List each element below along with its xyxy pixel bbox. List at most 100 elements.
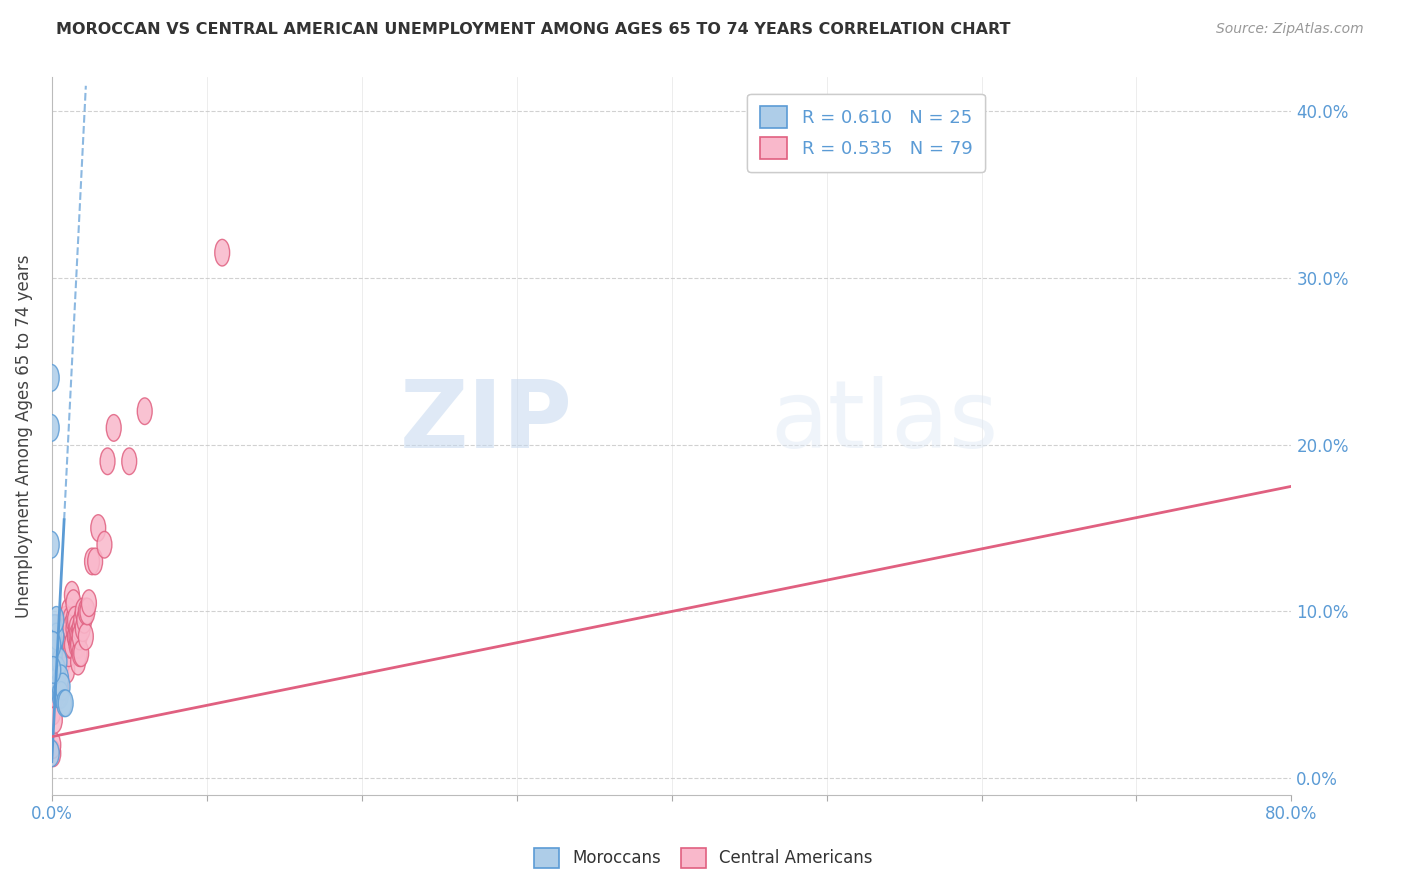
- Text: Source: ZipAtlas.com: Source: ZipAtlas.com: [1216, 22, 1364, 37]
- Ellipse shape: [53, 681, 69, 708]
- Text: ZIP: ZIP: [399, 376, 572, 468]
- Ellipse shape: [46, 615, 60, 641]
- Ellipse shape: [67, 624, 83, 650]
- Ellipse shape: [53, 648, 69, 675]
- Ellipse shape: [49, 607, 63, 633]
- Ellipse shape: [60, 657, 75, 683]
- Ellipse shape: [66, 615, 82, 641]
- Text: atlas: atlas: [770, 376, 1000, 468]
- Ellipse shape: [58, 607, 73, 633]
- Ellipse shape: [100, 448, 115, 475]
- Ellipse shape: [70, 632, 86, 658]
- Ellipse shape: [46, 648, 60, 675]
- Ellipse shape: [46, 624, 60, 650]
- Ellipse shape: [55, 648, 70, 675]
- Ellipse shape: [72, 615, 87, 641]
- Ellipse shape: [107, 415, 121, 442]
- Ellipse shape: [66, 607, 82, 633]
- Ellipse shape: [72, 624, 87, 650]
- Ellipse shape: [69, 624, 84, 650]
- Ellipse shape: [79, 624, 93, 650]
- Ellipse shape: [138, 398, 152, 425]
- Ellipse shape: [45, 532, 59, 558]
- Ellipse shape: [49, 624, 63, 650]
- Ellipse shape: [46, 731, 60, 758]
- Legend: R = 0.610   N = 25, R = 0.535   N = 79: R = 0.610 N = 25, R = 0.535 N = 79: [748, 94, 984, 172]
- Ellipse shape: [45, 681, 59, 708]
- Ellipse shape: [51, 657, 66, 683]
- Ellipse shape: [48, 640, 62, 666]
- Ellipse shape: [70, 624, 86, 650]
- Ellipse shape: [46, 673, 60, 700]
- Ellipse shape: [52, 632, 67, 658]
- Ellipse shape: [73, 640, 89, 666]
- Ellipse shape: [45, 740, 59, 766]
- Ellipse shape: [51, 665, 66, 691]
- Ellipse shape: [66, 590, 82, 616]
- Ellipse shape: [63, 607, 77, 633]
- Ellipse shape: [52, 615, 67, 641]
- Ellipse shape: [62, 599, 76, 624]
- Ellipse shape: [48, 665, 62, 691]
- Ellipse shape: [82, 590, 97, 616]
- Ellipse shape: [87, 548, 103, 574]
- Ellipse shape: [51, 673, 66, 700]
- Ellipse shape: [46, 615, 60, 641]
- Ellipse shape: [77, 607, 91, 633]
- Ellipse shape: [55, 632, 70, 658]
- Ellipse shape: [45, 415, 59, 442]
- Ellipse shape: [48, 615, 62, 641]
- Ellipse shape: [56, 690, 72, 716]
- Ellipse shape: [60, 615, 75, 641]
- Ellipse shape: [48, 681, 62, 708]
- Ellipse shape: [53, 624, 69, 650]
- Ellipse shape: [67, 607, 83, 633]
- Ellipse shape: [69, 615, 84, 641]
- Ellipse shape: [48, 632, 62, 658]
- Ellipse shape: [46, 740, 60, 766]
- Ellipse shape: [79, 599, 93, 624]
- Ellipse shape: [51, 657, 66, 683]
- Y-axis label: Unemployment Among Ages 65 to 74 years: Unemployment Among Ages 65 to 74 years: [15, 254, 32, 618]
- Ellipse shape: [91, 515, 105, 541]
- Ellipse shape: [56, 640, 72, 666]
- Ellipse shape: [49, 673, 63, 700]
- Ellipse shape: [49, 632, 63, 658]
- Ellipse shape: [65, 632, 79, 658]
- Ellipse shape: [49, 648, 63, 675]
- Ellipse shape: [76, 599, 90, 624]
- Ellipse shape: [56, 632, 72, 658]
- Ellipse shape: [45, 665, 59, 691]
- Ellipse shape: [53, 665, 69, 691]
- Ellipse shape: [76, 615, 90, 641]
- Ellipse shape: [122, 448, 136, 475]
- Ellipse shape: [80, 599, 94, 624]
- Ellipse shape: [62, 640, 76, 666]
- Ellipse shape: [72, 640, 87, 666]
- Ellipse shape: [58, 690, 73, 716]
- Ellipse shape: [46, 632, 60, 658]
- Ellipse shape: [49, 681, 63, 708]
- Legend: Moroccans, Central Americans: Moroccans, Central Americans: [527, 841, 879, 875]
- Ellipse shape: [49, 615, 63, 641]
- Ellipse shape: [51, 673, 66, 700]
- Ellipse shape: [46, 698, 60, 725]
- Ellipse shape: [52, 681, 67, 708]
- Ellipse shape: [67, 624, 83, 650]
- Ellipse shape: [84, 548, 100, 574]
- Ellipse shape: [62, 632, 76, 658]
- Ellipse shape: [52, 648, 67, 675]
- Ellipse shape: [46, 657, 60, 683]
- Ellipse shape: [53, 640, 69, 666]
- Ellipse shape: [63, 615, 77, 641]
- Ellipse shape: [65, 582, 79, 608]
- Ellipse shape: [73, 607, 89, 633]
- Ellipse shape: [97, 532, 112, 558]
- Ellipse shape: [52, 615, 67, 641]
- Ellipse shape: [70, 648, 86, 675]
- Ellipse shape: [48, 706, 62, 733]
- Ellipse shape: [63, 632, 77, 658]
- Ellipse shape: [58, 615, 73, 641]
- Ellipse shape: [55, 673, 70, 700]
- Ellipse shape: [48, 657, 62, 683]
